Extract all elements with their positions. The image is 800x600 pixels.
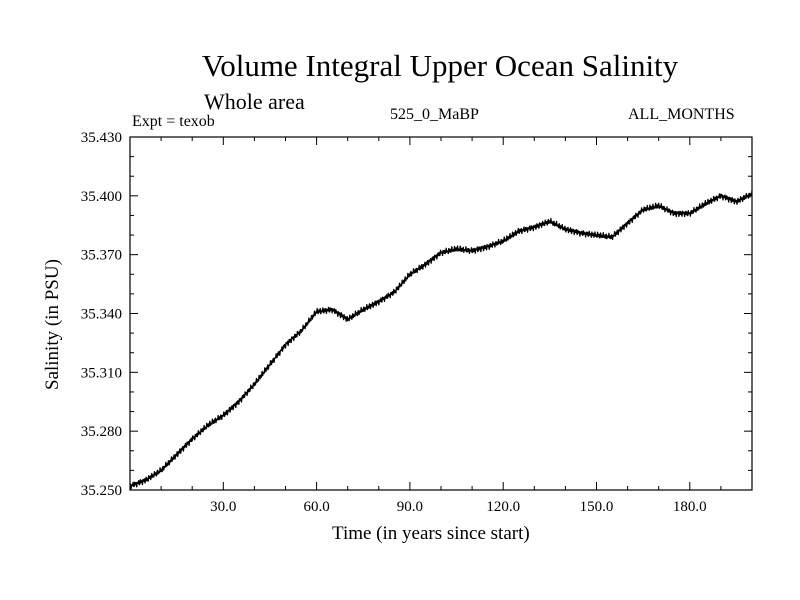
y-tick-label: 35.250	[81, 483, 122, 499]
x-tick-label: 60.0	[303, 499, 329, 515]
x-tick-label: 30.0	[210, 499, 236, 515]
x-tick-label: 90.0	[397, 499, 423, 515]
y-tick-label: 35.400	[81, 189, 122, 205]
y-tick-label: 35.310	[81, 365, 122, 381]
y-tick-label: 35.370	[81, 248, 122, 264]
months-label: ALL_MONTHS	[628, 106, 735, 123]
experiment-label: Expt = texob	[132, 113, 215, 130]
y-tick-label: 35.430	[81, 130, 122, 146]
axis-ticks	[130, 137, 752, 490]
y-tick-label: 35.340	[81, 307, 122, 323]
y-axis-label: Salinity (in PSU)	[42, 259, 63, 390]
chart-subtitle: Whole area	[204, 89, 305, 114]
plot-frame	[129, 136, 753, 491]
x-tick-label: 150.0	[580, 499, 614, 515]
y-tick-label: 35.280	[81, 424, 122, 440]
model-label: 525_0_MaBP	[390, 106, 479, 123]
x-tick-label: 120.0	[486, 499, 520, 515]
x-tick-label: 180.0	[673, 499, 707, 515]
series-line-salinity	[129, 190, 753, 490]
x-axis-label: Time (in years since start)	[332, 523, 530, 544]
tick-labels: 30.0 60.0 90.0 120.0 150.0 180.0 35.250 35.280 3…	[81, 130, 707, 515]
chart-title: Volume Integral Upper Ocean Salinity	[201, 48, 679, 83]
